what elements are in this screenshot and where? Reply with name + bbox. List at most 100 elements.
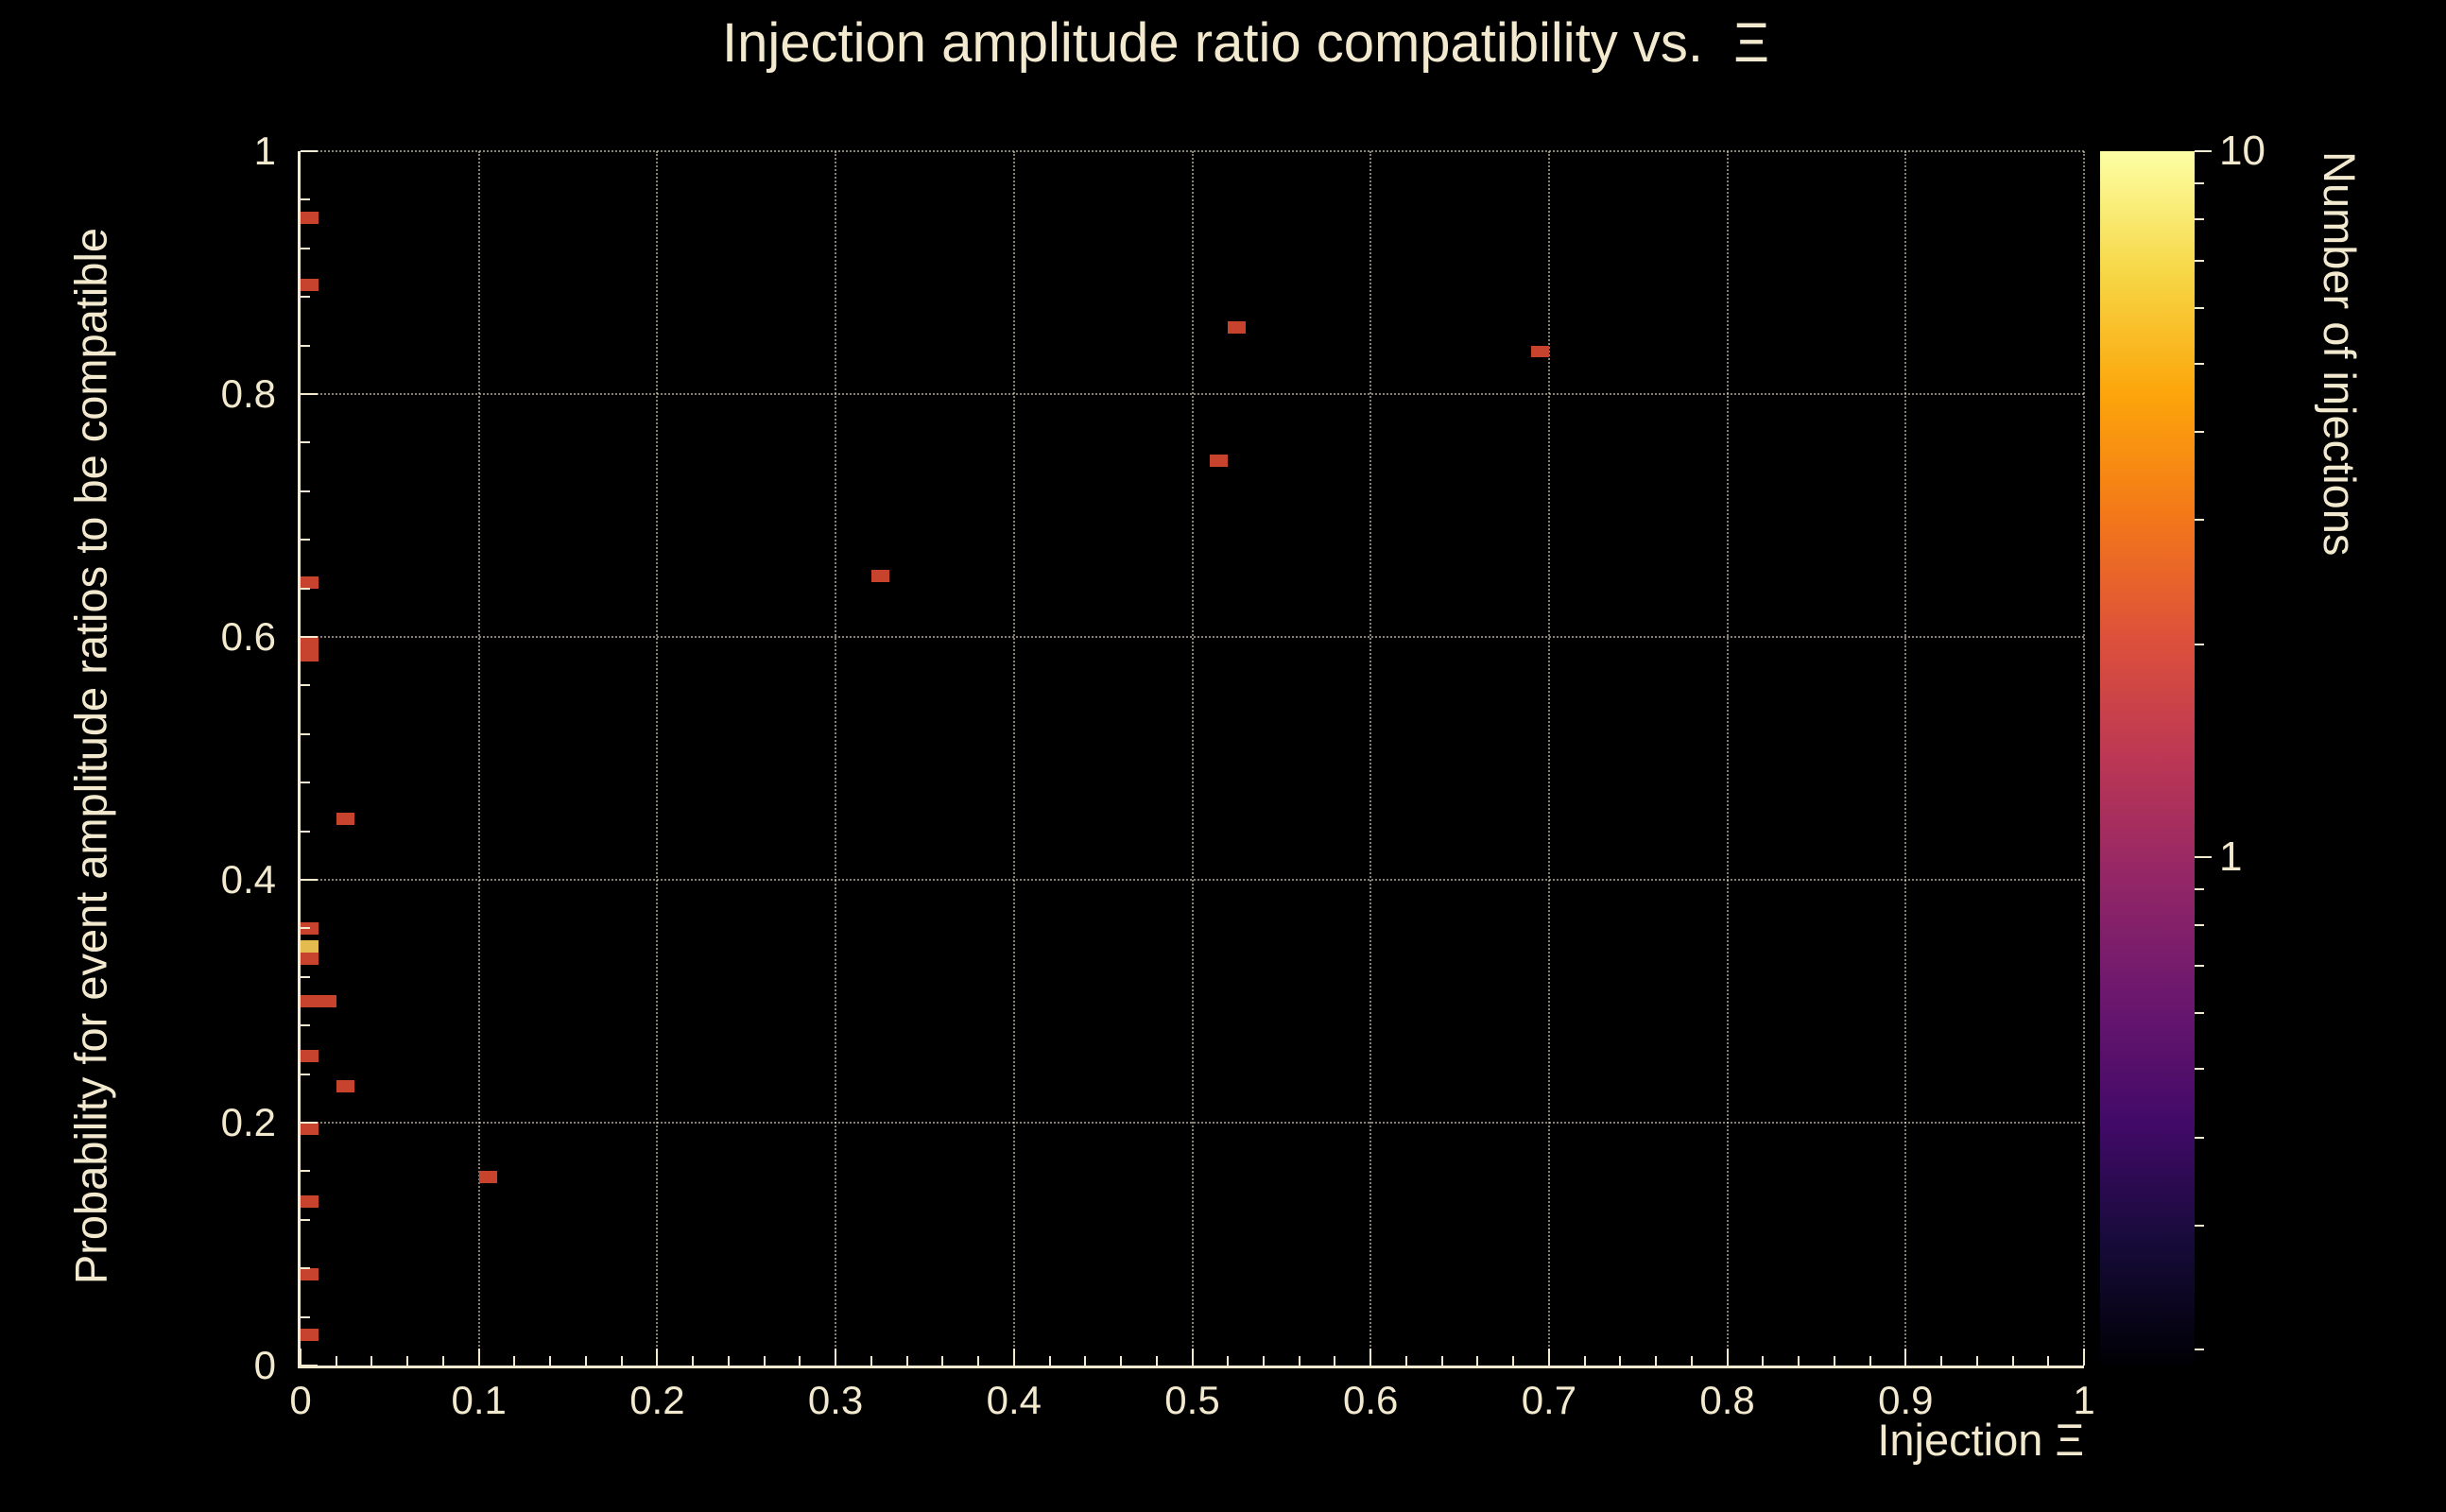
x-axis-minor-tick (1262, 1356, 1265, 1366)
y-axis-minor-tick (301, 587, 310, 590)
gridline-vertical (656, 151, 659, 1366)
x-axis-tick (477, 1349, 480, 1366)
x-axis-tick (1726, 1349, 1729, 1366)
x-axis-minor-tick (1940, 1356, 1943, 1366)
y-axis-tick (301, 636, 318, 638)
colorbar-minor-tick (2195, 923, 2204, 926)
x-axis-tick (1012, 1349, 1015, 1366)
colorbar-minor-tick (2195, 1136, 2204, 1139)
histogram-bin (301, 637, 319, 649)
y-axis-minor-tick (301, 684, 310, 687)
x-axis-minor-tick (1798, 1356, 1800, 1366)
y-axis-minor-tick (301, 927, 310, 930)
x-axis-tick (1904, 1349, 1907, 1366)
y-axis-tick (301, 393, 318, 395)
colorbar-minor-tick (2195, 1068, 2204, 1071)
x-tick-label: 0.5 (1164, 1378, 1220, 1422)
x-axis-tick (1369, 1349, 1372, 1366)
colorbar (2100, 150, 2212, 1366)
y-axis-minor-tick (301, 344, 310, 347)
y-tick-label: 1 (253, 129, 276, 173)
colorbar-minor-tick (2195, 306, 2204, 309)
x-tick-label: 0.4 (986, 1378, 1042, 1422)
colorbar-minor-tick (2195, 519, 2204, 522)
x-axis-minor-tick (1762, 1356, 1765, 1366)
colorbar-title: Number of injections (2315, 151, 2365, 557)
colorbar-minor-tick (2195, 218, 2204, 221)
x-axis-tick (300, 1349, 301, 1366)
x-tick-label: 0.7 (1521, 1378, 1577, 1422)
x-tick-label: 0.3 (807, 1378, 864, 1422)
x-axis-minor-tick (1120, 1356, 1123, 1366)
y-axis-minor-tick (301, 732, 310, 735)
gridline-vertical (2083, 151, 2085, 1366)
x-axis-tick (656, 1349, 659, 1366)
y-tick-label: 0.6 (220, 614, 276, 659)
x-tick-label: 0 (289, 1378, 312, 1422)
histogram-bin (301, 1268, 319, 1281)
x-axis-minor-tick (1655, 1356, 1658, 1366)
histogram-bin (301, 212, 319, 225)
histogram-bin (870, 570, 889, 583)
colorbar-minor-tick (2195, 431, 2204, 434)
histogram-bin (301, 1123, 319, 1135)
x-axis-minor-tick (370, 1356, 373, 1366)
histogram-bin (318, 995, 336, 1007)
gridline-vertical (835, 151, 837, 1366)
y-axis-minor-tick (301, 1218, 310, 1221)
x-axis-minor-tick (1227, 1356, 1230, 1366)
x-axis-minor-tick (1512, 1356, 1515, 1366)
y-tick-label: 0.8 (220, 371, 276, 416)
x-axis-minor-tick (2047, 1356, 2050, 1366)
y-axis-minor-tick (301, 1073, 310, 1075)
y-axis-minor-tick (301, 1024, 310, 1027)
plot-area (298, 150, 2085, 1368)
x-axis-minor-tick (1619, 1356, 1622, 1366)
colorbar-tick-label: 1 (2219, 833, 2243, 880)
x-axis-minor-tick (870, 1356, 872, 1366)
histogram-bin (301, 940, 319, 954)
x-axis-minor-tick (1869, 1356, 1871, 1366)
y-axis-minor-tick (301, 1267, 310, 1270)
y-axis-minor-tick (301, 441, 310, 444)
x-axis-minor-tick (1833, 1356, 1835, 1366)
colorbar-minor-tick (2195, 1012, 2204, 1015)
x-axis-minor-tick (549, 1356, 552, 1366)
x-axis-minor-tick (406, 1356, 409, 1366)
y-tick-label: 0.2 (220, 1100, 276, 1144)
x-axis-minor-tick (1690, 1356, 1693, 1366)
x-axis-minor-tick (441, 1356, 444, 1366)
histogram-bin (301, 995, 319, 1007)
gridline-vertical (1191, 151, 1194, 1366)
colorbar-tick-label: 10 (2219, 128, 2265, 174)
x-axis-title: Injection Ξ (1877, 1415, 2084, 1465)
x-axis-tick (835, 1349, 837, 1366)
gridline-vertical (1904, 151, 1907, 1366)
x-axis-minor-tick (335, 1356, 337, 1366)
colorbar-minor-tick (2195, 362, 2204, 365)
x-tick-label: 0.8 (1699, 1378, 1755, 1422)
x-tick-label: 0.6 (1342, 1378, 1399, 1422)
x-axis-tick (2083, 1349, 2085, 1366)
x-axis-minor-tick (1334, 1356, 1336, 1366)
x-axis-minor-tick (1404, 1356, 1407, 1366)
x-axis-minor-tick (763, 1356, 766, 1366)
x-tick-label: 0.1 (451, 1378, 507, 1422)
x-axis-minor-tick (1048, 1356, 1051, 1366)
y-axis-minor-tick (301, 247, 310, 249)
gridline-horizontal (301, 1122, 2084, 1124)
x-axis-minor-tick (1476, 1356, 1479, 1366)
gridline-vertical (1547, 151, 1550, 1366)
y-axis-tick (301, 150, 318, 152)
histogram-bin (301, 576, 319, 589)
x-axis-minor-tick (1583, 1356, 1586, 1366)
y-axis-minor-tick (301, 975, 310, 978)
histogram-bin (336, 813, 354, 826)
histogram-bin (336, 1080, 354, 1092)
x-axis-minor-tick (977, 1356, 980, 1366)
y-axis-minor-tick (301, 1170, 310, 1173)
histogram-bin (478, 1171, 497, 1184)
x-axis-minor-tick (1084, 1356, 1087, 1366)
gridline-horizontal (301, 879, 2084, 881)
x-tick-label: 0.9 (1878, 1378, 1934, 1422)
